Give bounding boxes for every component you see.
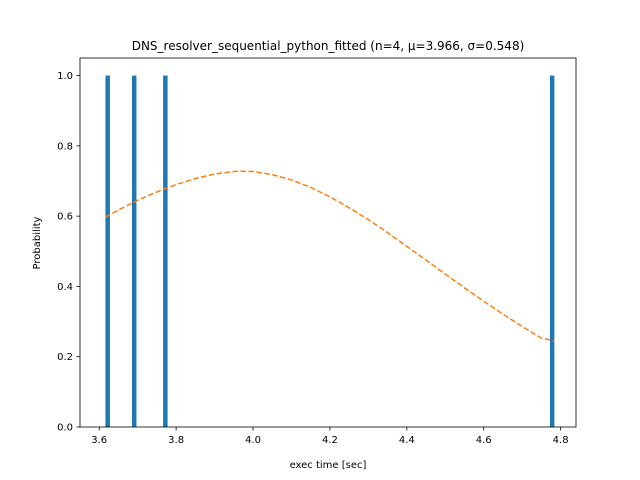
axes-spines [79, 57, 577, 428]
y-tick-label: 1.0 [57, 71, 73, 82]
y-tick-label: 0.4 [57, 282, 73, 293]
y-tick-label: 0.2 [57, 352, 73, 363]
histogram-bar [131, 75, 137, 428]
x-tick-label: 3.8 [168, 435, 184, 446]
y-axis-label: Probability [32, 216, 43, 269]
x-tick-label: 3.6 [91, 435, 107, 446]
x-tick-label: 4.0 [245, 435, 261, 446]
histogram-bar [105, 75, 110, 428]
y-axis-ticks: 0.0 0.2 0.4 0.6 0.8 1.0 [57, 71, 80, 434]
bar-series [105, 75, 555, 428]
chart-title: DNS_resolver_sequential_python_fitted (n… [132, 39, 525, 53]
histogram-bar [549, 75, 555, 428]
x-tick-label: 4.4 [399, 435, 415, 446]
x-tick-label: 4.2 [322, 435, 338, 446]
x-axis-ticks: 3.6 3.8 4.0 4.2 4.4 4.6 4.8 [91, 427, 569, 446]
axes-frame [79, 57, 577, 428]
x-axis-label: exec time [sec] [290, 460, 367, 471]
y-tick-label: 0.0 [57, 423, 73, 434]
y-tick-label: 0.8 [57, 141, 73, 152]
fitted-curve-line [105, 170, 555, 342]
x-tick-label: 4.8 [553, 435, 569, 446]
x-tick-label: 4.6 [476, 435, 492, 446]
y-tick-label: 0.6 [57, 212, 73, 223]
histogram-bar [163, 75, 168, 428]
